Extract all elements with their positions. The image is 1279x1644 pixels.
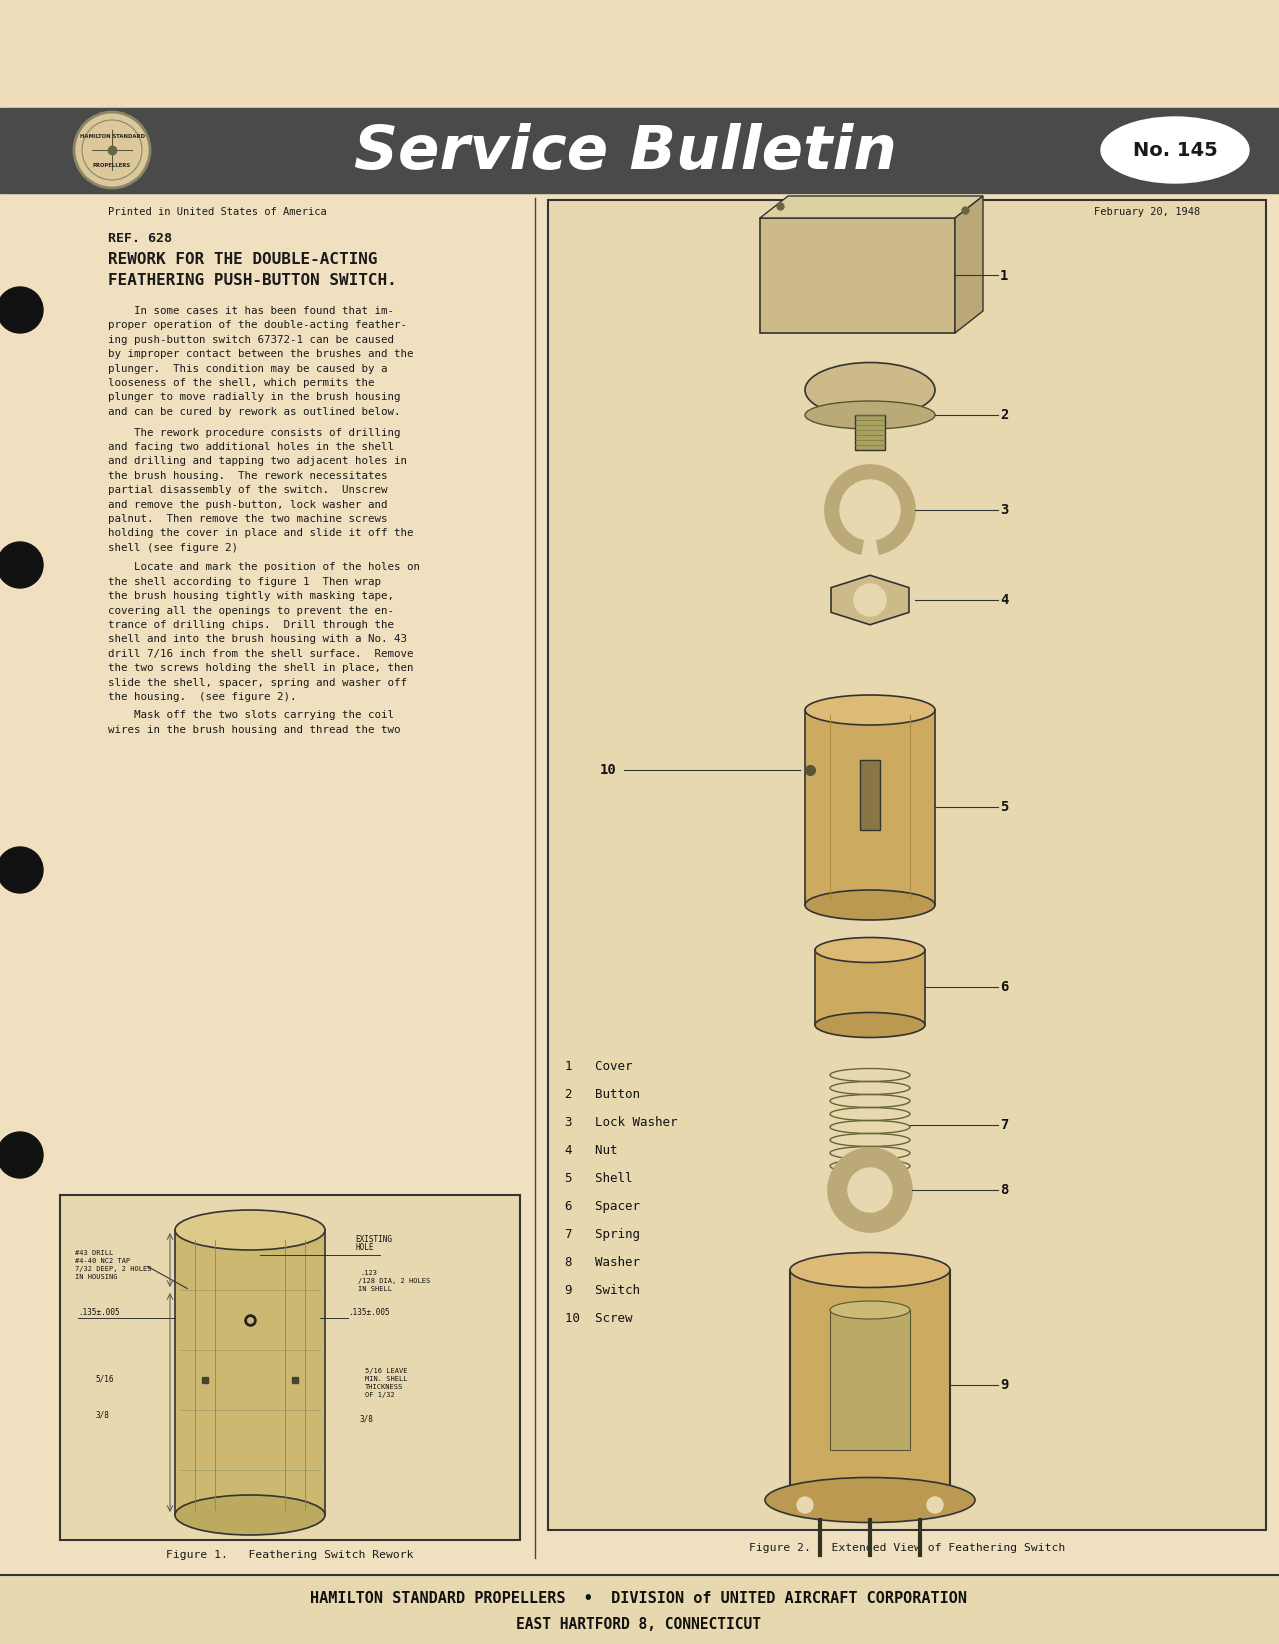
Ellipse shape bbox=[804, 695, 935, 725]
Text: 2   Button: 2 Button bbox=[565, 1088, 640, 1101]
Text: 5/16 LEAVE: 5/16 LEAVE bbox=[365, 1368, 408, 1374]
Text: 7/32 DEEP, 2 HOLES: 7/32 DEEP, 2 HOLES bbox=[75, 1266, 151, 1272]
Text: 6: 6 bbox=[1000, 980, 1008, 995]
Text: 3: 3 bbox=[1000, 503, 1008, 516]
Ellipse shape bbox=[175, 1210, 325, 1249]
Bar bbox=[804, 710, 935, 904]
Wedge shape bbox=[862, 510, 877, 556]
Text: OF 1/32: OF 1/32 bbox=[365, 1392, 395, 1397]
Text: 5/16: 5/16 bbox=[95, 1374, 114, 1384]
Text: PROPELLERS: PROPELLERS bbox=[93, 163, 130, 168]
Text: Figure 1.   Feathering Switch Rework: Figure 1. Feathering Switch Rework bbox=[166, 1550, 413, 1560]
Text: FEATHERING PUSH-BUTTON SWITCH.: FEATHERING PUSH-BUTTON SWITCH. bbox=[107, 273, 396, 288]
Text: 5: 5 bbox=[1000, 801, 1008, 814]
Polygon shape bbox=[831, 575, 909, 625]
Ellipse shape bbox=[790, 1253, 950, 1287]
Text: 9: 9 bbox=[1000, 1378, 1008, 1392]
Bar bbox=[760, 219, 955, 334]
Circle shape bbox=[828, 1148, 912, 1231]
Text: Figure 2.   Extended View of Feathering Switch: Figure 2. Extended View of Feathering Sw… bbox=[749, 1544, 1065, 1554]
Polygon shape bbox=[955, 196, 984, 334]
Text: .135±.005: .135±.005 bbox=[348, 1309, 390, 1317]
Text: 6   Spacer: 6 Spacer bbox=[565, 1200, 640, 1213]
Text: HOLE: HOLE bbox=[356, 1243, 373, 1253]
Text: 3/8: 3/8 bbox=[95, 1411, 109, 1419]
Circle shape bbox=[0, 288, 43, 334]
Text: #4-40 NC2 TAP: #4-40 NC2 TAP bbox=[75, 1258, 130, 1264]
Text: The rework procedure consists of drilling
and facing two additional holes in the: The rework procedure consists of drillin… bbox=[107, 427, 413, 552]
Circle shape bbox=[848, 1167, 891, 1212]
Text: MIN. SHELL: MIN. SHELL bbox=[365, 1376, 408, 1383]
Circle shape bbox=[840, 480, 900, 539]
Ellipse shape bbox=[1101, 117, 1250, 182]
Bar bbox=[0, 0, 1279, 109]
Polygon shape bbox=[760, 196, 984, 219]
Circle shape bbox=[854, 584, 886, 616]
Text: 8: 8 bbox=[1000, 1184, 1008, 1197]
Text: IN HOUSING: IN HOUSING bbox=[75, 1274, 118, 1281]
Bar bbox=[815, 950, 925, 1024]
Text: In some cases it has been found that im-
proper operation of the double-acting f: In some cases it has been found that im-… bbox=[107, 306, 413, 418]
Bar bbox=[830, 1310, 909, 1450]
Text: REWORK FOR THE DOUBLE-ACTING: REWORK FOR THE DOUBLE-ACTING bbox=[107, 252, 377, 266]
Text: 7   Spring: 7 Spring bbox=[565, 1228, 640, 1241]
Text: HAMILTON STANDARD PROPELLERS  •  DIVISION of UNITED AIRCRAFT CORPORATION: HAMILTON STANDARD PROPELLERS • DIVISION … bbox=[311, 1591, 967, 1606]
Ellipse shape bbox=[175, 1494, 325, 1535]
Bar bbox=[175, 1230, 325, 1516]
Text: 4: 4 bbox=[1000, 593, 1008, 607]
Text: /128 DIA, 2 HOLES: /128 DIA, 2 HOLES bbox=[358, 1277, 430, 1284]
Text: .123: .123 bbox=[359, 1271, 377, 1276]
Text: 1: 1 bbox=[1000, 268, 1008, 283]
Ellipse shape bbox=[830, 1300, 909, 1318]
Bar bbox=[0, 1575, 1279, 1644]
Bar bbox=[547, 201, 1266, 1531]
Text: 2: 2 bbox=[1000, 408, 1008, 423]
Text: .135±.005: .135±.005 bbox=[78, 1309, 120, 1317]
Circle shape bbox=[0, 1133, 43, 1179]
Text: No. 145: No. 145 bbox=[1133, 140, 1218, 159]
Text: Printed in United States of America: Printed in United States of America bbox=[107, 207, 326, 217]
Text: 1   Cover: 1 Cover bbox=[565, 1060, 633, 1074]
Text: 10  Screw: 10 Screw bbox=[565, 1312, 633, 1325]
Text: 10: 10 bbox=[600, 763, 616, 778]
Text: Mask off the two slots carrying the coil
wires in the brush housing and thread t: Mask off the two slots carrying the coil… bbox=[107, 710, 400, 735]
Text: 8   Washer: 8 Washer bbox=[565, 1256, 640, 1269]
Ellipse shape bbox=[804, 362, 935, 418]
Circle shape bbox=[825, 465, 914, 556]
Ellipse shape bbox=[804, 401, 935, 429]
Ellipse shape bbox=[815, 937, 925, 962]
Circle shape bbox=[0, 543, 43, 589]
Text: REF. 628: REF. 628 bbox=[107, 232, 171, 245]
Text: EAST HARTFORD 8, CONNECTICUT: EAST HARTFORD 8, CONNECTICUT bbox=[517, 1618, 761, 1632]
Text: HAMILTON STANDARD: HAMILTON STANDARD bbox=[79, 133, 145, 138]
Text: 9   Switch: 9 Switch bbox=[565, 1284, 640, 1297]
Bar bbox=[854, 414, 885, 450]
Circle shape bbox=[0, 847, 43, 893]
Text: 5   Shell: 5 Shell bbox=[565, 1172, 633, 1185]
Text: 3/8: 3/8 bbox=[359, 1415, 373, 1424]
Circle shape bbox=[797, 1498, 813, 1512]
Text: 3   Lock Washer: 3 Lock Washer bbox=[565, 1116, 678, 1129]
Text: 4   Nut: 4 Nut bbox=[565, 1144, 618, 1157]
Ellipse shape bbox=[815, 1013, 925, 1037]
Text: 7: 7 bbox=[1000, 1118, 1008, 1133]
Text: IN SHELL: IN SHELL bbox=[358, 1286, 391, 1292]
Text: February 20, 1948: February 20, 1948 bbox=[1094, 207, 1200, 217]
Bar bbox=[859, 760, 880, 830]
Text: #43 DRILL: #43 DRILL bbox=[75, 1249, 114, 1256]
Ellipse shape bbox=[804, 889, 935, 921]
Ellipse shape bbox=[765, 1478, 975, 1522]
Bar bbox=[790, 1271, 950, 1499]
Circle shape bbox=[927, 1498, 943, 1512]
Text: THICKNESS: THICKNESS bbox=[365, 1384, 403, 1389]
Text: Service Bulletin: Service Bulletin bbox=[353, 123, 897, 181]
Text: Locate and mark the position of the holes on
the shell according to figure 1  Th: Locate and mark the position of the hole… bbox=[107, 562, 420, 702]
Circle shape bbox=[74, 112, 150, 187]
Text: EXISTING: EXISTING bbox=[356, 1235, 391, 1245]
Bar bbox=[60, 1195, 521, 1540]
Bar bbox=[0, 109, 1279, 192]
